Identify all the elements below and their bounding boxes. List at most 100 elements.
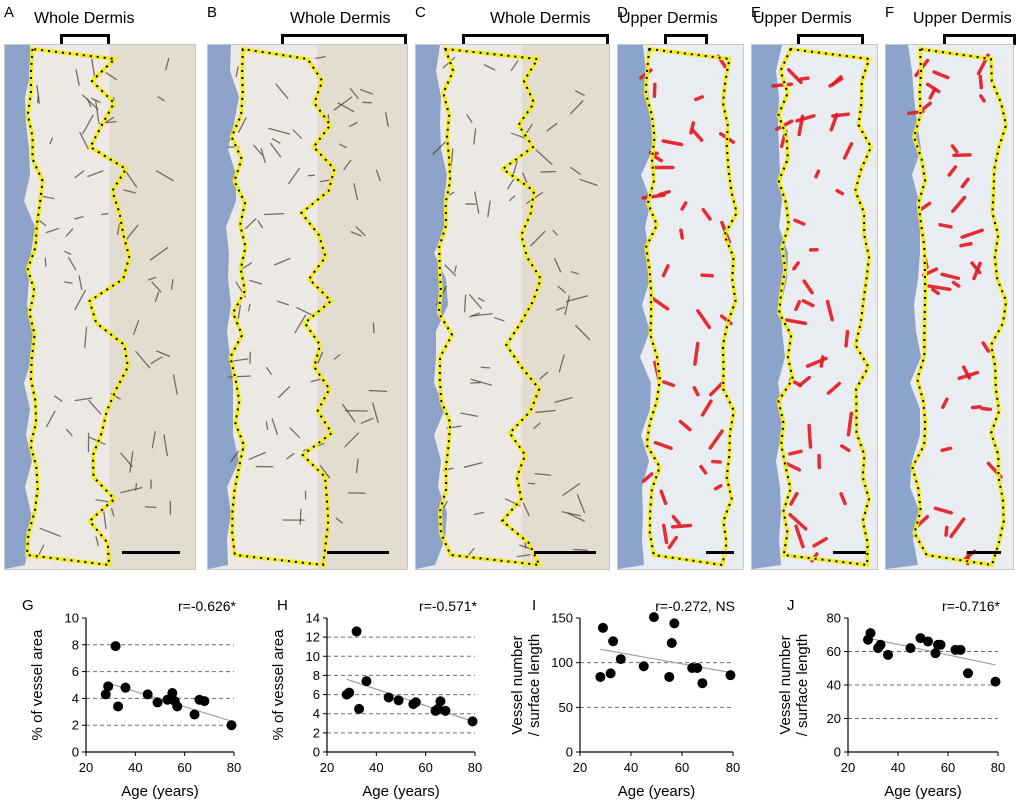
- data-point: [608, 636, 619, 647]
- panel-letter: F: [885, 4, 895, 21]
- data-point: [103, 681, 114, 692]
- x-tick-label: 20: [79, 760, 93, 775]
- panel-letter: H: [277, 597, 288, 614]
- panel-title: Whole Dermis: [490, 10, 591, 27]
- data-point: [410, 697, 421, 708]
- x-tick-label: 60: [418, 760, 432, 775]
- region-bracket: [462, 34, 609, 45]
- micrograph-image: [751, 44, 878, 570]
- correlation-stat: r=-0.626*: [178, 598, 237, 614]
- region-bracket: [281, 34, 407, 45]
- y-axis-label: Vessel number: [509, 635, 526, 734]
- region-bracket: [943, 34, 1016, 45]
- y-tick-label: 60: [827, 644, 841, 659]
- micrograph-image: [4, 44, 196, 570]
- x-tick-label: 60: [675, 760, 689, 775]
- y-axis-label: / surface length: [794, 634, 811, 737]
- panel-letter: G: [22, 597, 34, 614]
- data-point: [923, 636, 933, 647]
- data-point: [435, 696, 446, 707]
- data-point: [648, 612, 659, 623]
- trend-line: [600, 648, 731, 674]
- data-point: [865, 628, 876, 639]
- x-tick-label: 20: [573, 760, 587, 775]
- panel-title: Whole Dermis: [290, 10, 391, 27]
- micrograph-image: [617, 44, 744, 570]
- x-tick-label: 40: [369, 760, 383, 775]
- correlation-stat: r=-0.571*: [419, 598, 478, 614]
- data-point: [351, 626, 362, 637]
- y-tick-label: 8: [313, 668, 320, 683]
- y-tick-label: 4: [72, 691, 79, 706]
- data-point: [669, 618, 680, 629]
- panel-letter: C: [415, 4, 426, 21]
- region-bracket: [664, 34, 708, 45]
- y-axis-label: / surface length: [526, 634, 543, 737]
- data-point: [963, 668, 973, 679]
- data-point: [915, 633, 926, 644]
- micrograph-image: [207, 44, 408, 570]
- data-point: [344, 687, 355, 698]
- y-tick-label: 14: [306, 611, 320, 626]
- y-tick-label: 150: [551, 611, 573, 626]
- data-point: [725, 670, 736, 681]
- data-point: [383, 692, 394, 703]
- y-tick-label: 12: [306, 630, 320, 645]
- data-point: [697, 678, 708, 689]
- panel-title: Upper Dermis: [753, 10, 852, 27]
- panel-title: Upper Dermis: [619, 10, 718, 27]
- data-point: [638, 661, 649, 672]
- trend-line: [346, 678, 473, 722]
- y-tick-label: 40: [827, 678, 841, 693]
- y-tick-label: 50: [559, 700, 573, 715]
- y-axis-label: % of vessel area: [29, 629, 46, 741]
- data-point: [883, 649, 893, 660]
- micrograph-image: [415, 44, 610, 570]
- scale-bar: [706, 551, 734, 554]
- y-tick-label: 2: [72, 718, 79, 733]
- x-tick-label: 80: [991, 760, 1005, 775]
- data-point: [120, 682, 131, 693]
- y-tick-label: 20: [827, 711, 841, 726]
- y-tick-label: 10: [65, 611, 79, 626]
- region-bracket: [797, 34, 864, 45]
- data-point: [597, 622, 608, 633]
- scale-bar: [122, 551, 180, 554]
- x-tick-label: 20: [841, 760, 855, 775]
- x-tick-label: 20: [320, 760, 334, 775]
- correlation-stat: r=-0.716*: [942, 598, 1001, 614]
- data-point: [666, 638, 677, 649]
- data-point: [100, 689, 111, 700]
- y-axis-label: Vessel number: [777, 635, 794, 734]
- panel-title: Upper Dermis: [913, 10, 1012, 27]
- y-tick-label: 0: [566, 745, 573, 760]
- y-tick-label: 0: [72, 745, 79, 760]
- data-point: [167, 688, 178, 699]
- y-tick-label: 0: [313, 745, 320, 760]
- data-point: [199, 696, 210, 707]
- data-point: [664, 671, 675, 682]
- panel-letter: E: [751, 4, 762, 21]
- data-point: [361, 676, 372, 687]
- x-tick-label: 40: [128, 760, 142, 775]
- data-point: [905, 643, 916, 654]
- scale-bar: [833, 551, 866, 554]
- data-point: [440, 705, 451, 716]
- y-tick-label: 100: [551, 655, 573, 670]
- x-tick-label: 40: [624, 760, 638, 775]
- data-point: [605, 668, 616, 679]
- micrograph-image: [885, 44, 1014, 570]
- data-point: [393, 695, 404, 706]
- data-point: [172, 701, 183, 712]
- data-point: [226, 720, 237, 731]
- x-tick-label: 60: [941, 760, 955, 775]
- y-tick-label: 0: [834, 745, 841, 760]
- y-axis-label: % of vessel area: [270, 629, 287, 741]
- panel-title: Whole Dermis: [34, 10, 135, 27]
- y-tick-label: 80: [827, 611, 841, 626]
- data-point: [955, 644, 966, 655]
- region-bracket: [60, 34, 110, 45]
- data-point: [189, 709, 200, 720]
